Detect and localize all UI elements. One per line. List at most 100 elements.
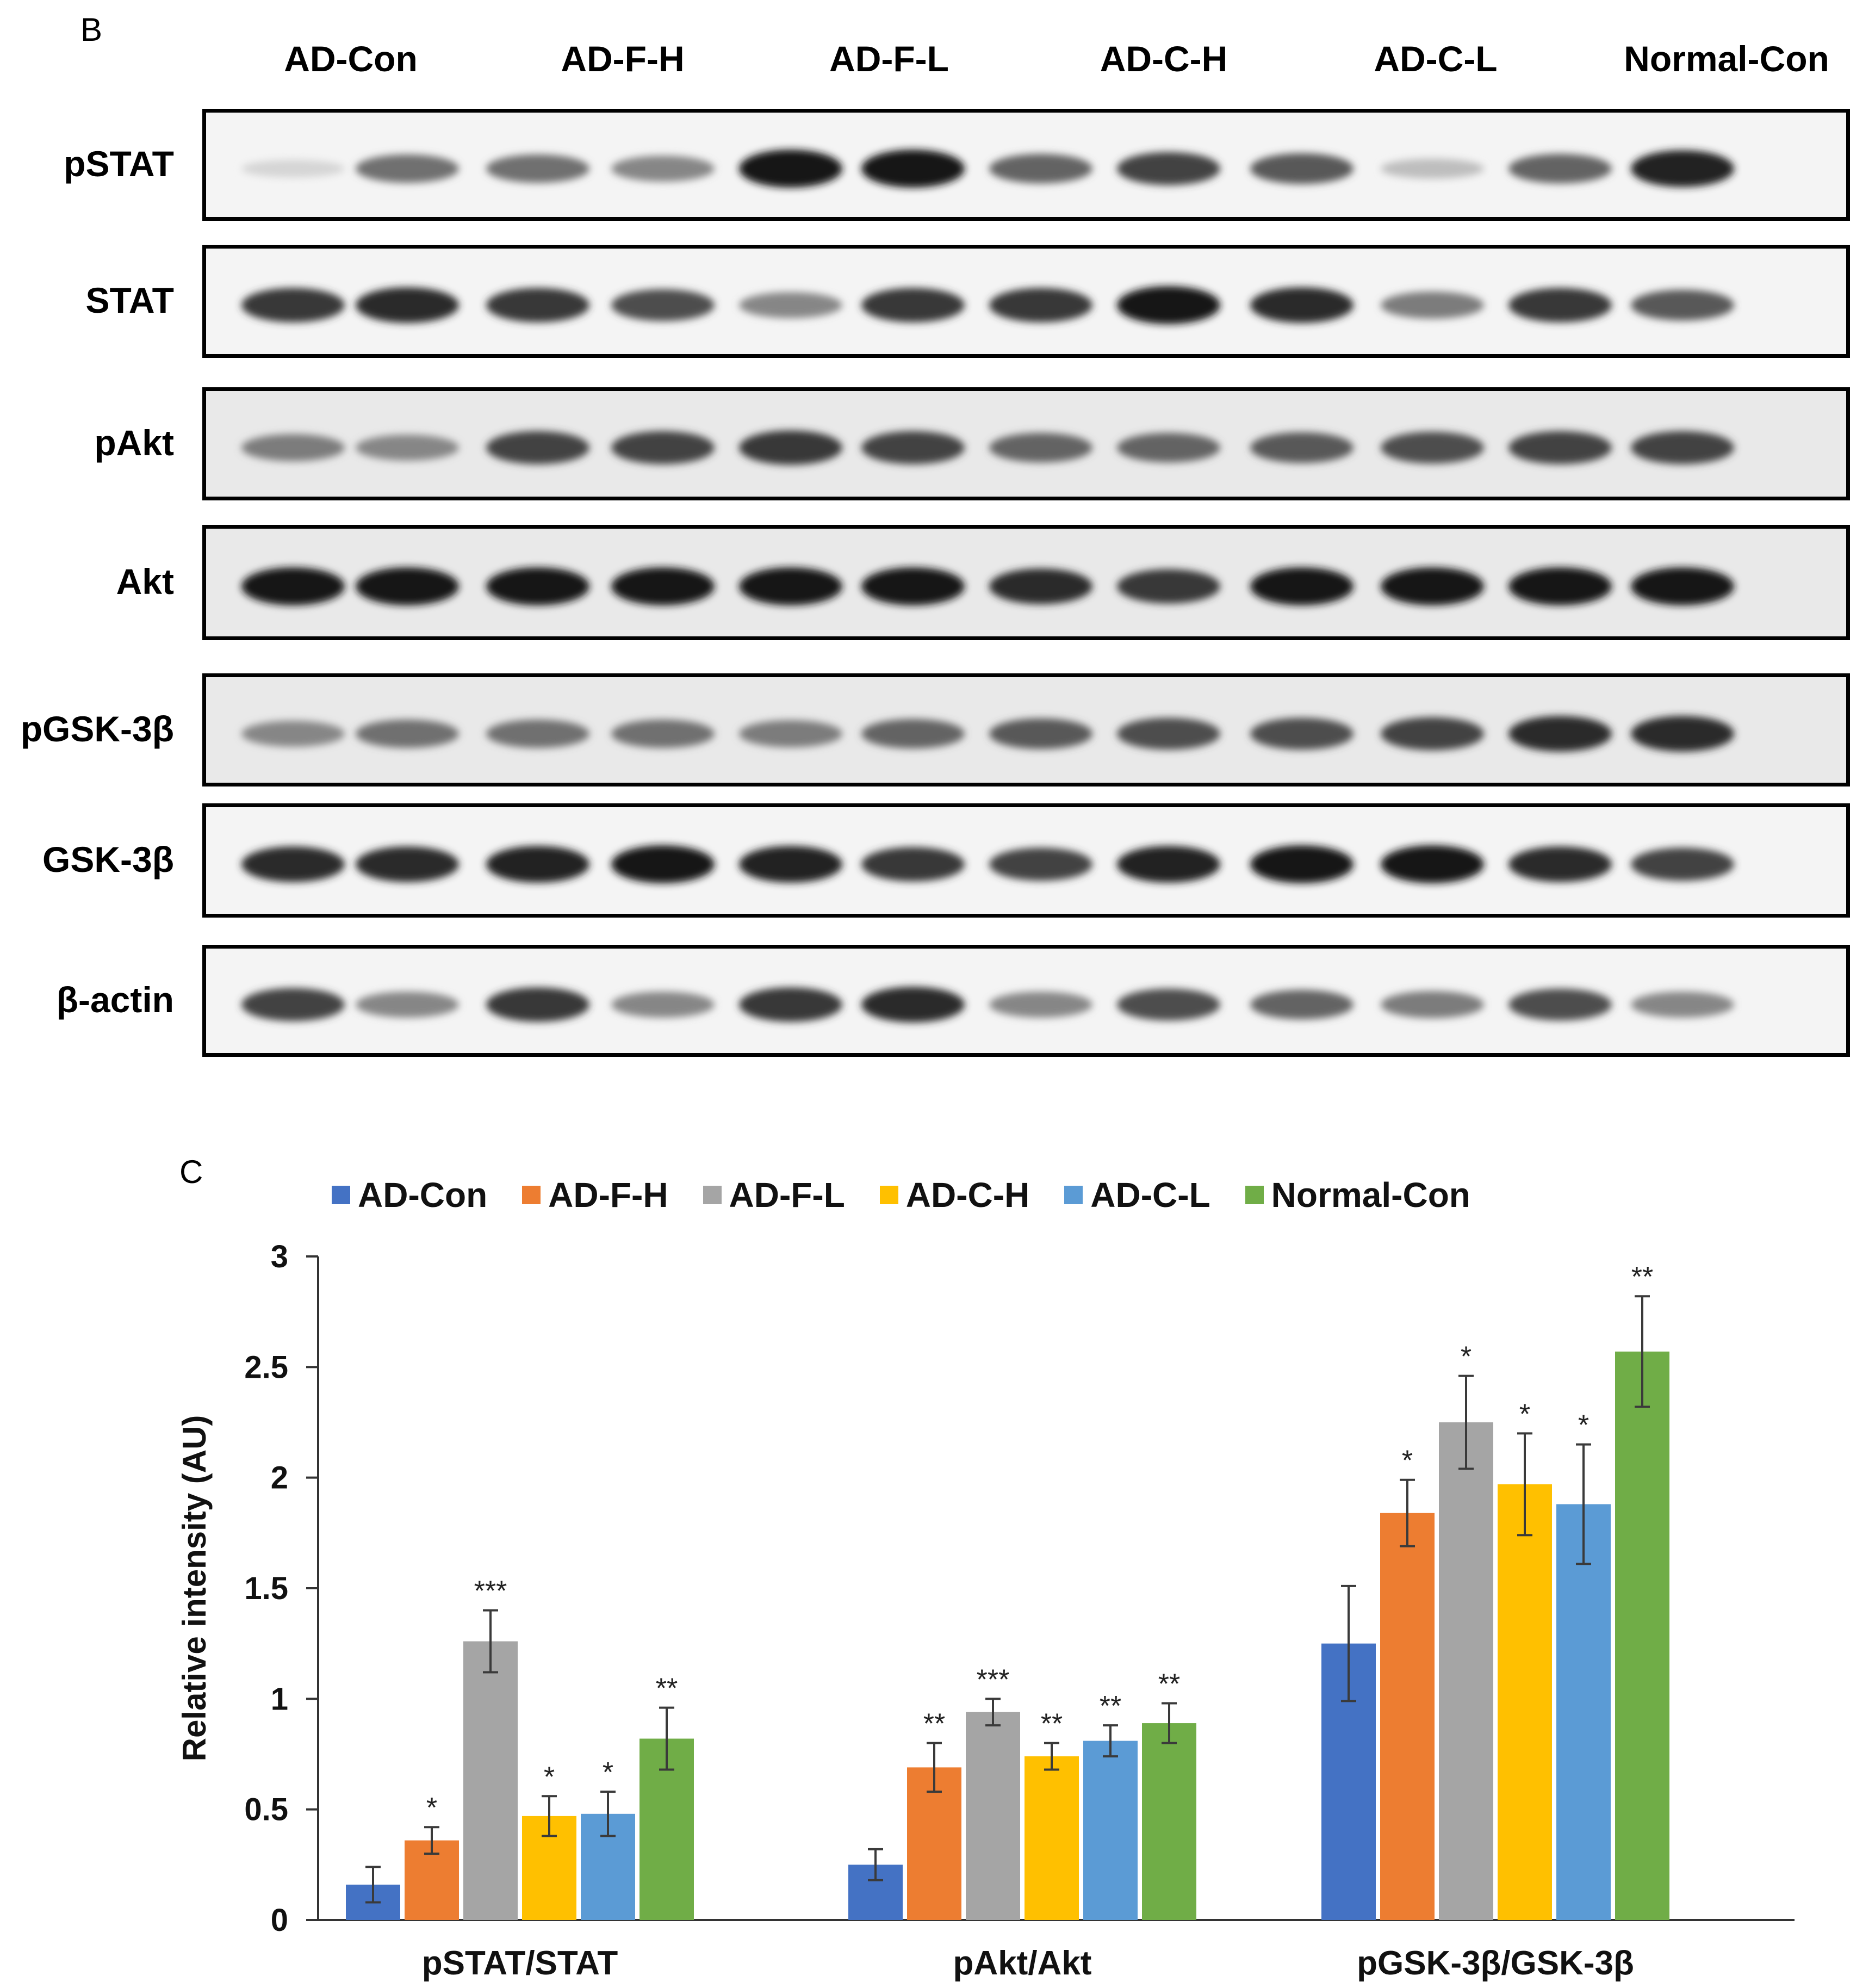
y-tick-label: 3 bbox=[271, 1239, 288, 1274]
significance-label: *** bbox=[977, 1664, 1010, 1695]
blot-band bbox=[1117, 152, 1220, 185]
lane-header: AD-Con bbox=[284, 39, 418, 79]
legend-item: AD-Con bbox=[332, 1175, 487, 1215]
legend-swatch bbox=[332, 1186, 350, 1204]
blot-strip bbox=[202, 525, 1850, 640]
blot-band bbox=[1631, 847, 1734, 881]
error-bar bbox=[1400, 1478, 1415, 1547]
y-tick-label: 2 bbox=[271, 1460, 288, 1496]
blot-band bbox=[989, 718, 1092, 750]
blot-band bbox=[241, 846, 345, 882]
error-bar bbox=[542, 1795, 557, 1837]
blot-band bbox=[241, 988, 345, 1021]
error-bar bbox=[1635, 1295, 1650, 1408]
blot-band bbox=[356, 567, 459, 605]
blot-band bbox=[486, 846, 589, 883]
legend-label: AD-C-H bbox=[905, 1175, 1030, 1215]
blot-row-label: Akt bbox=[116, 561, 174, 602]
blot-band bbox=[1250, 989, 1354, 1020]
legend-label: AD-F-L bbox=[729, 1175, 845, 1215]
significance-label: * bbox=[1578, 1410, 1589, 1441]
legend-item: AD-F-H bbox=[522, 1175, 668, 1215]
blot-band bbox=[1508, 988, 1612, 1021]
lane-header: AD-C-L bbox=[1374, 39, 1498, 79]
error-bar bbox=[483, 1609, 498, 1674]
blot-band bbox=[861, 431, 965, 465]
blot-band bbox=[861, 288, 965, 323]
blot-band bbox=[861, 987, 965, 1023]
y-tick-label: 0 bbox=[271, 1903, 288, 1938]
blot-band bbox=[356, 846, 459, 882]
blot-band bbox=[989, 288, 1092, 323]
bar bbox=[1083, 1741, 1138, 1920]
x-category-label: pAkt/Akt bbox=[953, 1944, 1092, 1982]
blot-band bbox=[1381, 991, 1484, 1018]
blot-strip bbox=[202, 803, 1850, 918]
blot-band bbox=[611, 567, 715, 605]
significance-label: * bbox=[1519, 1398, 1530, 1430]
significance-label: * bbox=[603, 1757, 613, 1788]
error-bar bbox=[985, 1698, 1001, 1727]
legend-swatch bbox=[522, 1186, 541, 1204]
legend-swatch bbox=[879, 1186, 898, 1204]
blot-band bbox=[611, 156, 715, 182]
blot-band bbox=[486, 288, 589, 323]
significance-label: * bbox=[544, 1761, 555, 1793]
blot-band bbox=[356, 435, 459, 461]
blot-band bbox=[1381, 431, 1484, 464]
error-bar bbox=[868, 1848, 883, 1881]
blot-band bbox=[1117, 569, 1220, 604]
blot-band bbox=[1631, 567, 1734, 605]
blot-band bbox=[486, 154, 589, 183]
blot-band bbox=[739, 292, 842, 318]
blot-band bbox=[611, 845, 715, 883]
error-bar bbox=[1517, 1432, 1532, 1537]
blot-band bbox=[1117, 717, 1220, 750]
blot-band bbox=[1250, 287, 1354, 323]
blot-band bbox=[1631, 150, 1734, 187]
legend-label: Normal-Con bbox=[1271, 1175, 1470, 1215]
significance-label: *** bbox=[474, 1576, 507, 1607]
blot-band bbox=[1250, 567, 1354, 605]
error-bar bbox=[1576, 1443, 1591, 1565]
blot-band bbox=[989, 153, 1092, 184]
lane-header: AD-F-H bbox=[561, 39, 685, 79]
significance-label: ** bbox=[1158, 1668, 1180, 1700]
legend-label: AD-F-H bbox=[548, 1175, 668, 1215]
blot-band bbox=[1631, 289, 1734, 321]
blot-band bbox=[611, 289, 715, 321]
y-tick-label: 1.5 bbox=[244, 1571, 288, 1606]
error-bar bbox=[1103, 1724, 1118, 1758]
blot-band bbox=[989, 568, 1092, 604]
blot-band bbox=[356, 287, 459, 323]
blot-band bbox=[1381, 292, 1484, 319]
legend-swatch bbox=[1064, 1186, 1083, 1204]
blot-band bbox=[1381, 567, 1484, 605]
panel-c-letter: C bbox=[179, 1154, 203, 1190]
blot-band bbox=[486, 987, 589, 1022]
error-bar bbox=[365, 1866, 381, 1904]
blot-band bbox=[1250, 432, 1354, 463]
blot-band bbox=[1381, 158, 1484, 179]
blot-band bbox=[1508, 431, 1612, 465]
bar bbox=[966, 1712, 1020, 1920]
bar bbox=[1439, 1422, 1493, 1920]
blot-band bbox=[1631, 992, 1734, 1018]
blot-band bbox=[1250, 845, 1354, 883]
blot-band bbox=[1508, 288, 1612, 323]
blot-band bbox=[739, 567, 842, 605]
blot-band bbox=[1508, 153, 1612, 184]
bar bbox=[1142, 1723, 1196, 1920]
legend-item: AD-C-L bbox=[1064, 1175, 1210, 1215]
blot-band bbox=[1508, 567, 1612, 605]
significance-label: * bbox=[426, 1792, 437, 1824]
significance-label: ** bbox=[1100, 1690, 1121, 1722]
significance-label: ** bbox=[1631, 1261, 1653, 1293]
bar bbox=[907, 1767, 961, 1920]
blot-row-label: β-actin bbox=[56, 980, 174, 1020]
blot-band bbox=[1508, 716, 1612, 752]
blot-band bbox=[1508, 846, 1612, 882]
legend-label: AD-Con bbox=[358, 1175, 488, 1215]
blot-band bbox=[739, 720, 842, 747]
blot-band bbox=[1117, 846, 1220, 883]
